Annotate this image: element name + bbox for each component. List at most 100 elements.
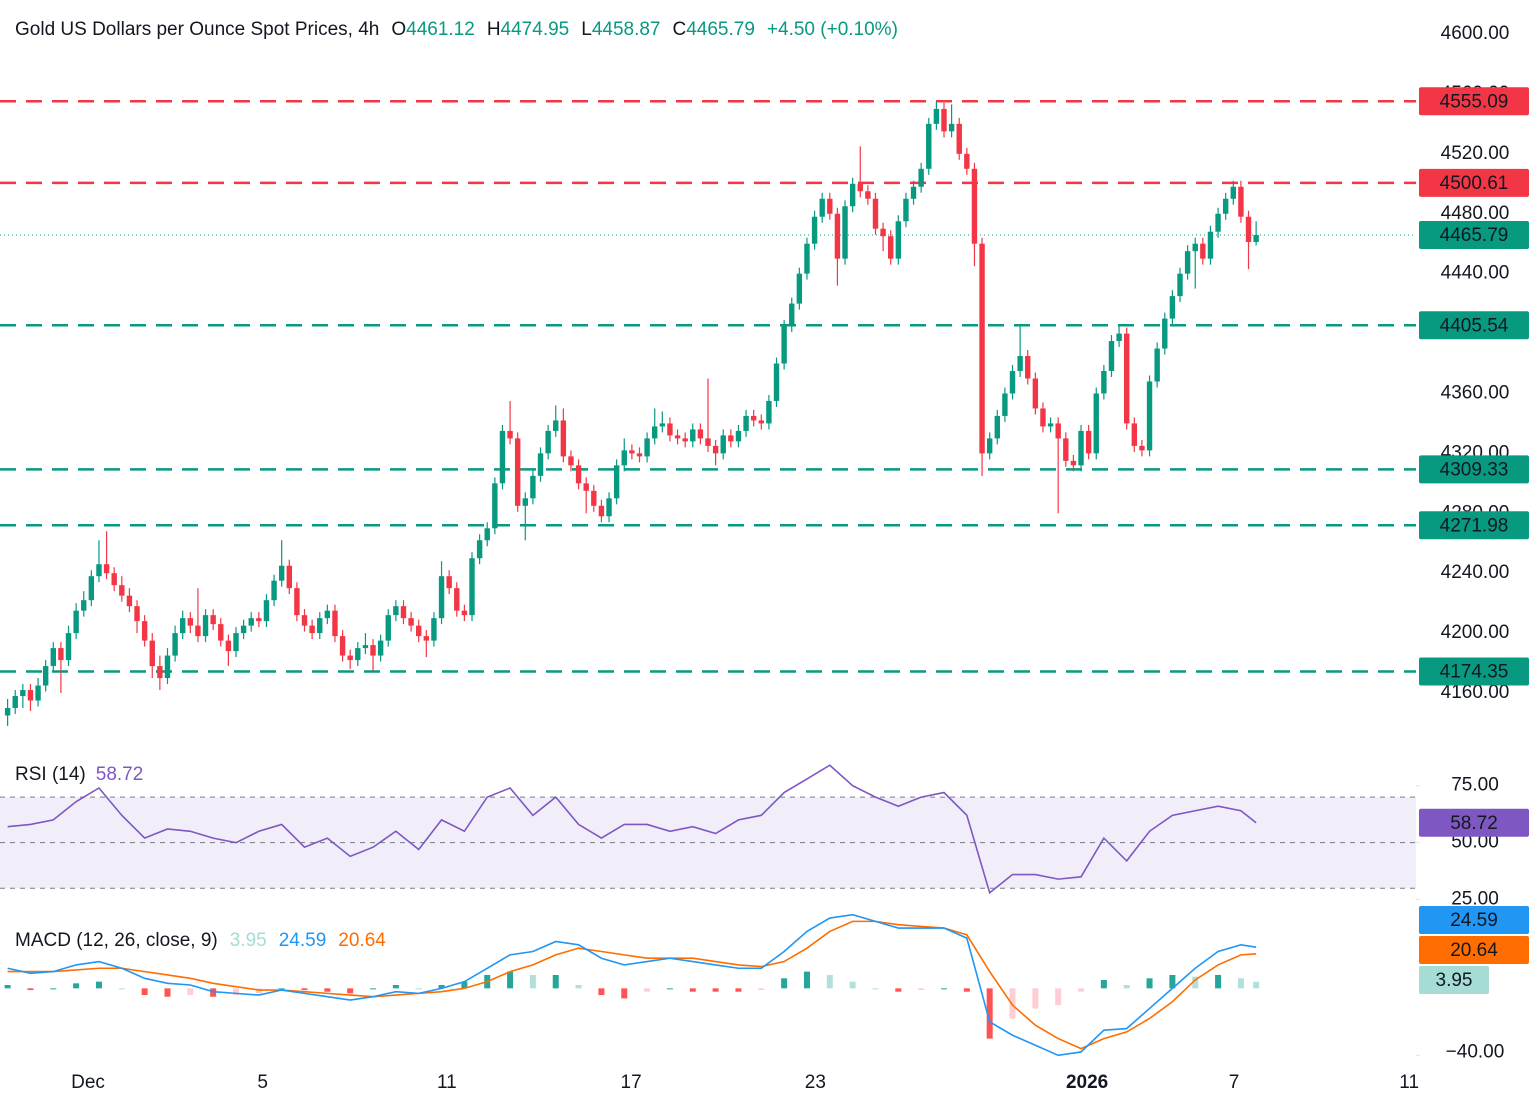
candle-body: [27, 690, 34, 701]
candle-body: [507, 430, 513, 439]
candle-body: [773, 363, 780, 401]
open-label: O: [391, 19, 406, 40]
macd-histogram-bar: [712, 988, 719, 992]
candle-body: [4, 708, 11, 716]
candle-body: [1184, 251, 1191, 274]
candle-body: [728, 435, 734, 442]
level-label-box: [1419, 511, 1529, 540]
candle-body: [849, 183, 856, 207]
close-value: 4465.79: [686, 19, 755, 40]
macd-histogram-bar: [1192, 976, 1199, 989]
candle-body: [423, 636, 430, 641]
candle-body: [659, 423, 666, 427]
candle-body: [948, 123, 955, 132]
candle-body: [1238, 186, 1244, 217]
macd-histogram-bar: [507, 971, 514, 989]
candle-body: [1169, 296, 1176, 319]
macd-histogram-bar: [1009, 988, 1016, 1019]
macd-histogram-bar: [233, 988, 239, 996]
macd-value: 24.59: [279, 930, 327, 951]
candle-body: [1253, 235, 1259, 243]
candle-body: [1192, 243, 1198, 252]
macd-histogram-bar: [95, 981, 102, 989]
x-tick-label: 11: [1399, 1072, 1419, 1093]
candle-body: [393, 606, 399, 616]
macd-histogram-bar: [552, 974, 559, 989]
candle-body: [530, 475, 536, 499]
candle-body: [872, 198, 879, 229]
chart-header: Gold US Dollars per Ounce Spot Prices, 4…: [15, 19, 898, 40]
candle-body: [240, 625, 247, 634]
candle-body: [286, 565, 292, 589]
candle-body: [50, 648, 56, 667]
candle-body: [58, 648, 64, 661]
candle-body: [1124, 333, 1130, 424]
candle-body: [210, 615, 216, 625]
macd-histogram-bar: [575, 985, 582, 989]
macd-histogram-bar: [392, 985, 399, 989]
open-value: 4461.12: [406, 19, 475, 40]
candle-body: [971, 168, 978, 244]
change-value: +4.50 (+0.10%): [767, 19, 898, 40]
macd-histogram-bar: [918, 988, 925, 991]
level-label: 4309.33: [1440, 459, 1509, 480]
candle-body: [811, 216, 818, 244]
macd-histogram-bar: [324, 988, 331, 992]
y-tick-label: 4480.00: [1441, 203, 1510, 224]
y-tick-label: 4160.00: [1441, 682, 1510, 703]
close-label: C: [673, 19, 687, 40]
macd-histogram-bar: [118, 988, 125, 990]
macd-histogram-bar: [963, 988, 970, 992]
candle-body: [141, 621, 148, 641]
candle-body: [903, 198, 909, 222]
last-price-label: 4465.79: [1440, 225, 1509, 246]
candle-body: [575, 465, 582, 484]
macd-histogram-bar: [415, 988, 422, 990]
level-label: 4405.54: [1440, 315, 1509, 336]
rsi-label: RSI (14): [15, 764, 86, 785]
candle-body: [796, 273, 803, 304]
candle-body: [1108, 341, 1115, 372]
low-label: L: [581, 19, 592, 40]
candle-body: [42, 666, 49, 686]
candle-body: [65, 633, 72, 661]
candle-body: [233, 633, 239, 652]
candle-body: [96, 564, 102, 577]
rsi-tick-label: 75.00: [1451, 775, 1499, 796]
candle-body: [880, 228, 886, 237]
x-tick-label: 23: [805, 1072, 826, 1093]
macd-histogram-bar: [1032, 988, 1039, 1009]
candle-body: [1116, 333, 1122, 342]
candle-body: [705, 438, 711, 446]
candle-body: [918, 168, 924, 187]
candle-body: [438, 576, 445, 619]
candle-body: [986, 438, 993, 454]
candle-body: [522, 498, 528, 506]
macd-histogram-bar: [826, 974, 833, 989]
candle-body: [263, 600, 270, 622]
candle-body: [720, 435, 726, 454]
candle-body: [73, 610, 79, 634]
histogram-value-label: 3.95: [1436, 970, 1473, 991]
macd-line: [7, 913, 1257, 1057]
candle-body: [827, 198, 833, 214]
candle-body: [1078, 430, 1084, 466]
candle-body: [621, 450, 627, 466]
candle-body: [492, 483, 498, 529]
macd-histogram-bar: [781, 978, 788, 989]
y-tick-label: 4600.00: [1441, 23, 1510, 44]
candle-body: [735, 430, 742, 442]
candle-body: [1207, 231, 1214, 259]
candle-body: [1146, 381, 1153, 451]
candle-body: [195, 625, 201, 637]
macd-histogram-bar: [1100, 979, 1107, 989]
candle-body: [1222, 198, 1229, 214]
macd-histogram-bar: [1169, 974, 1176, 989]
macd-tick-label: −40.00: [1446, 1041, 1505, 1062]
plot: [0, 100, 1416, 1057]
candle-body: [553, 420, 559, 431]
candle-body: [1177, 273, 1183, 297]
y-tick-label: 4240.00: [1441, 562, 1510, 583]
level-label: 4555.09: [1440, 91, 1509, 112]
candle-body: [956, 123, 962, 154]
